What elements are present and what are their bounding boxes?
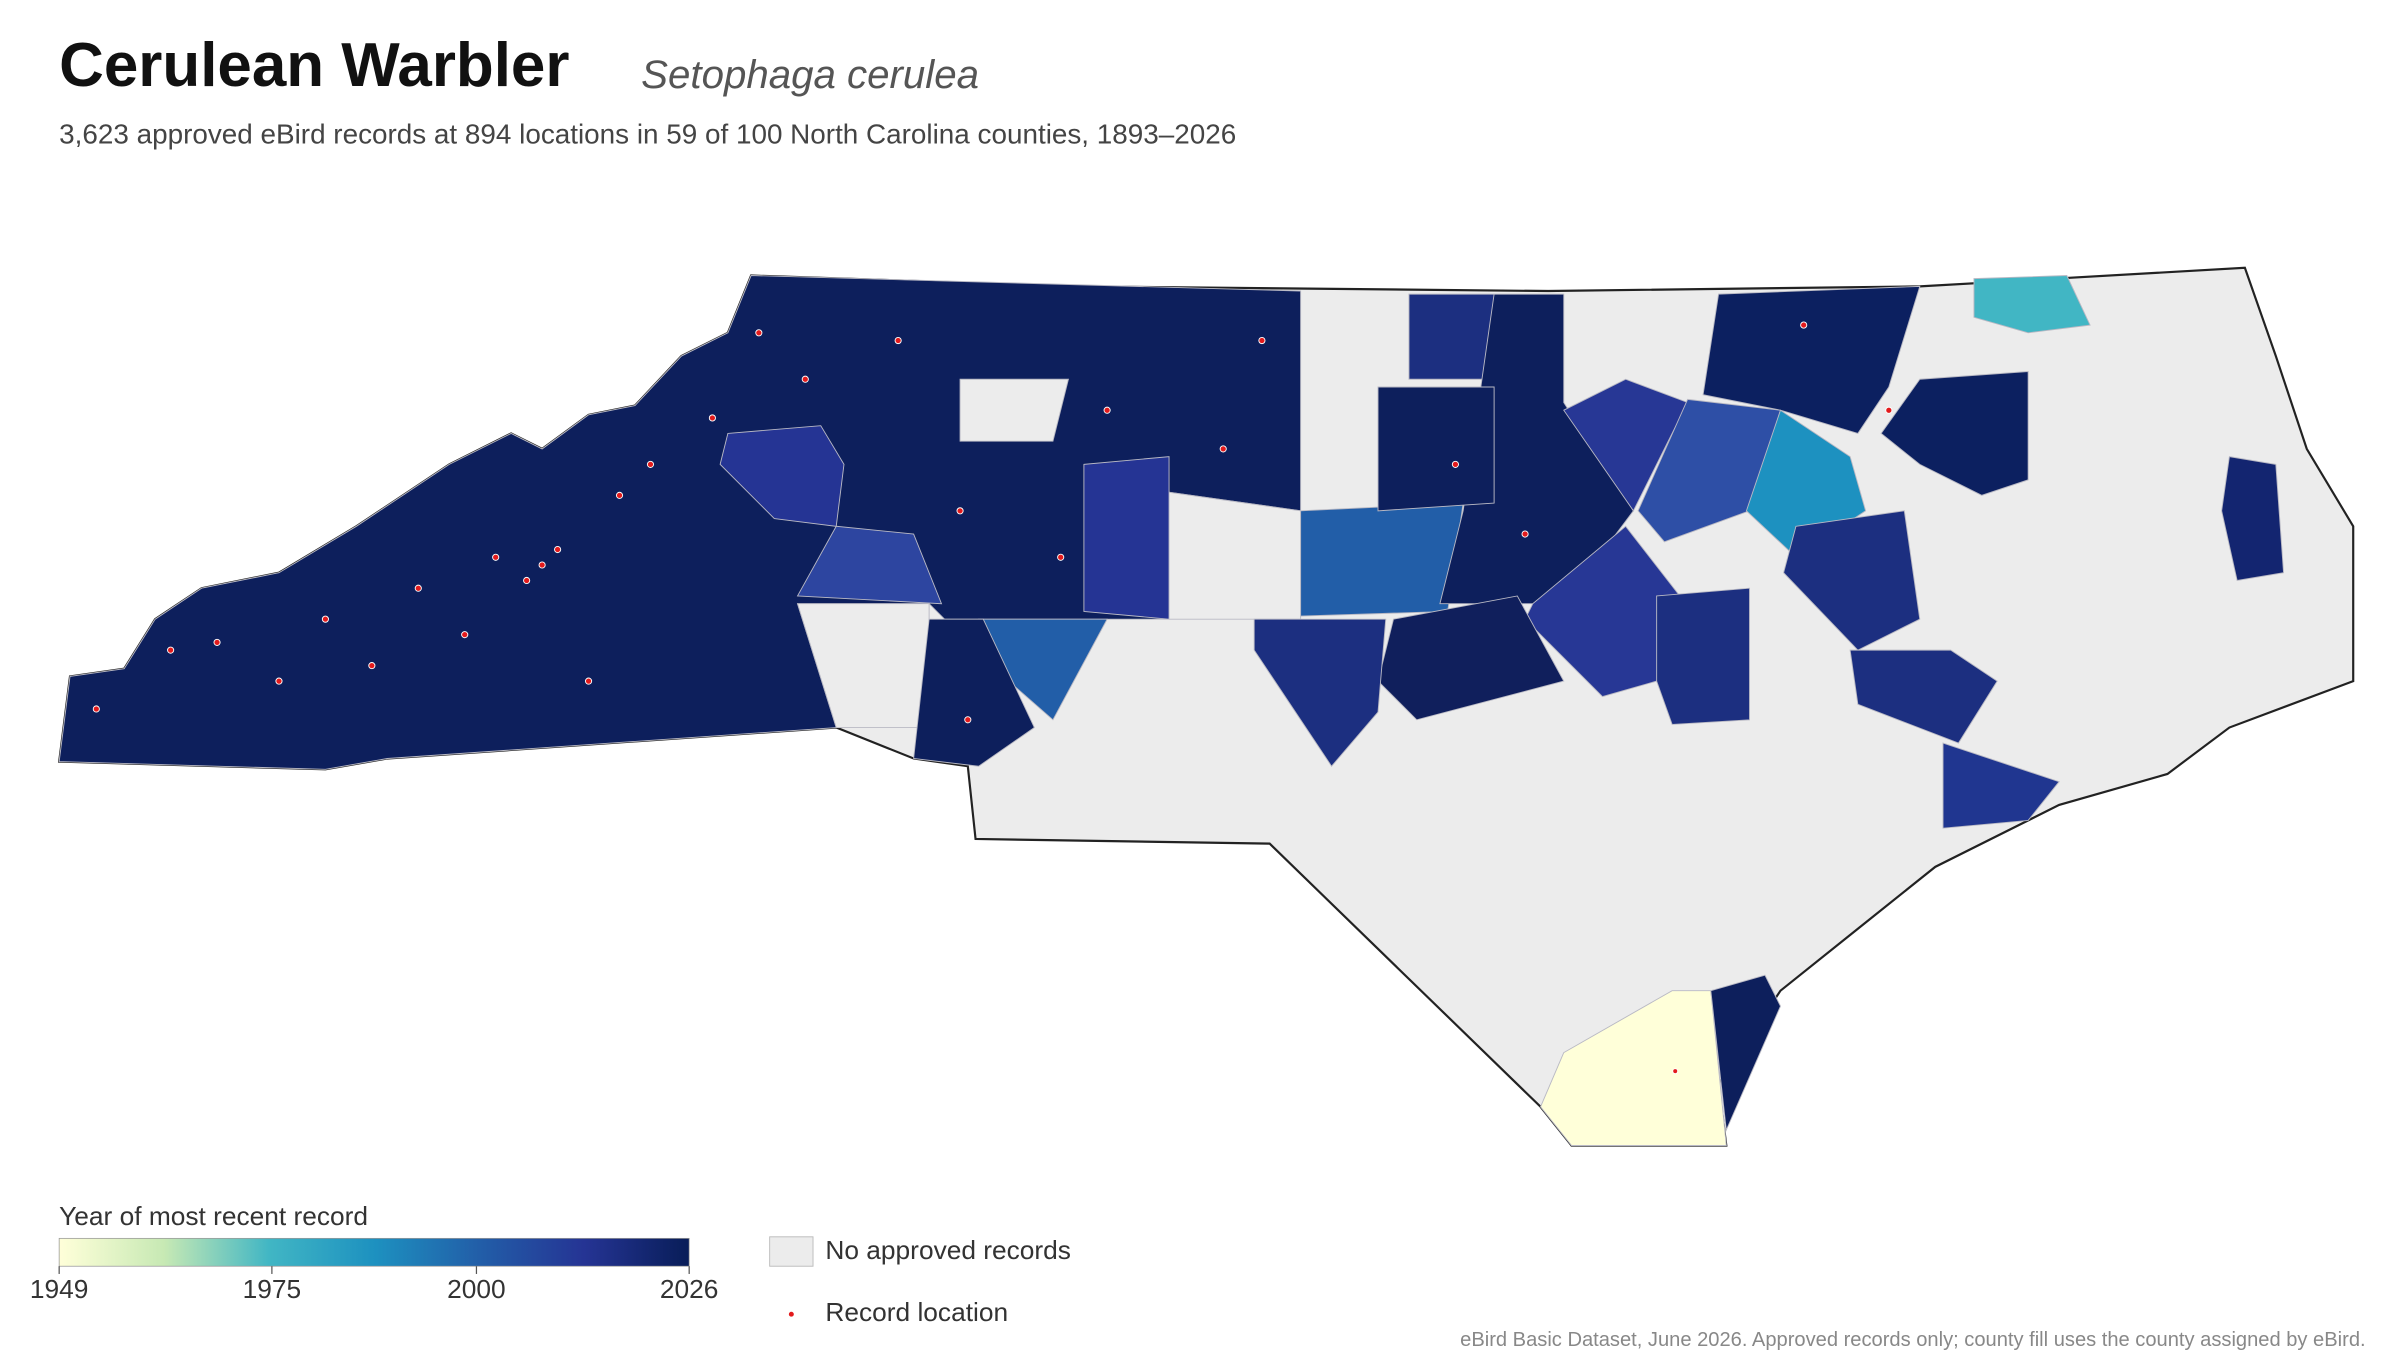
record-dots — [92, 321, 1893, 1075]
legend-label: No approved records — [825, 1235, 1071, 1265]
record-dot — [554, 545, 562, 554]
source-note: eBird Basic Dataset, June 2026. Approved… — [1460, 1329, 2365, 1351]
county — [1880, 371, 2029, 496]
colorbar — [58, 1237, 690, 1267]
county — [1710, 974, 1781, 1132]
legend-label: Record location — [825, 1297, 1008, 1327]
colorbar-tick-label: 2026 — [660, 1274, 719, 1304]
record-dot — [414, 584, 422, 592]
county — [1408, 293, 1495, 380]
county — [1973, 275, 2091, 334]
record-dot — [1057, 553, 1065, 561]
county — [1942, 742, 2060, 829]
county — [1377, 386, 1495, 512]
county — [1083, 456, 1170, 620]
record-dot — [213, 638, 221, 646]
record-dot — [1885, 406, 1893, 414]
record-dot — [894, 336, 902, 345]
record-dot — [1258, 336, 1266, 345]
county — [796, 525, 943, 605]
record-dot — [1219, 445, 1227, 453]
record-dot — [585, 677, 593, 685]
colorbar-tick-label: 1949 — [30, 1274, 89, 1304]
record-dot — [1672, 1068, 1679, 1075]
county — [959, 378, 1070, 442]
county — [913, 618, 1035, 767]
county — [1783, 510, 1921, 651]
species-name: Setophaga cerulea — [641, 52, 979, 97]
record-dot — [167, 646, 175, 654]
record-dot — [275, 677, 283, 685]
legend-dot — [788, 1311, 794, 1317]
record-dot — [1521, 530, 1529, 538]
record-dot — [646, 460, 655, 468]
colorbar-tick-label: 2000 — [447, 1274, 506, 1304]
record-dot — [801, 375, 809, 383]
county — [2221, 456, 2285, 582]
record-dot — [708, 414, 716, 422]
record-dot — [538, 561, 546, 569]
county — [1540, 990, 1727, 1146]
record-dot — [755, 329, 763, 337]
record-dot — [461, 631, 469, 639]
county — [1168, 491, 1302, 620]
record-dot — [1451, 460, 1459, 468]
legend: Year of most recent record 1949 1975 2000 2… — [30, 1201, 1071, 1327]
record-dot — [964, 716, 972, 724]
record-dot — [1103, 406, 1111, 414]
colorbar-tick-label: 1975 — [243, 1274, 302, 1304]
record-dot — [321, 615, 329, 623]
legend-swatch — [769, 1236, 814, 1267]
map — [57, 266, 2355, 1147]
record-dot — [368, 662, 376, 670]
record-dot — [92, 705, 100, 713]
record-dot — [615, 491, 624, 499]
county — [1702, 285, 1921, 434]
title: Cerulean Warbler — [59, 31, 569, 100]
record-dot — [956, 507, 964, 515]
county — [1637, 398, 1782, 543]
county — [1253, 618, 1387, 768]
colorbar-ticks: 1949 1975 2000 2026 — [30, 1266, 719, 1304]
subtitle: 3,623 approved eBird records at 894 loca… — [59, 119, 1236, 150]
record-dot — [492, 553, 500, 561]
county — [1300, 502, 1464, 617]
county — [1849, 649, 1998, 744]
county — [1656, 587, 1750, 725]
record-dot — [1800, 321, 1808, 329]
record-dot — [523, 576, 531, 585]
colorbar-title: Year of most recent record — [59, 1201, 368, 1231]
